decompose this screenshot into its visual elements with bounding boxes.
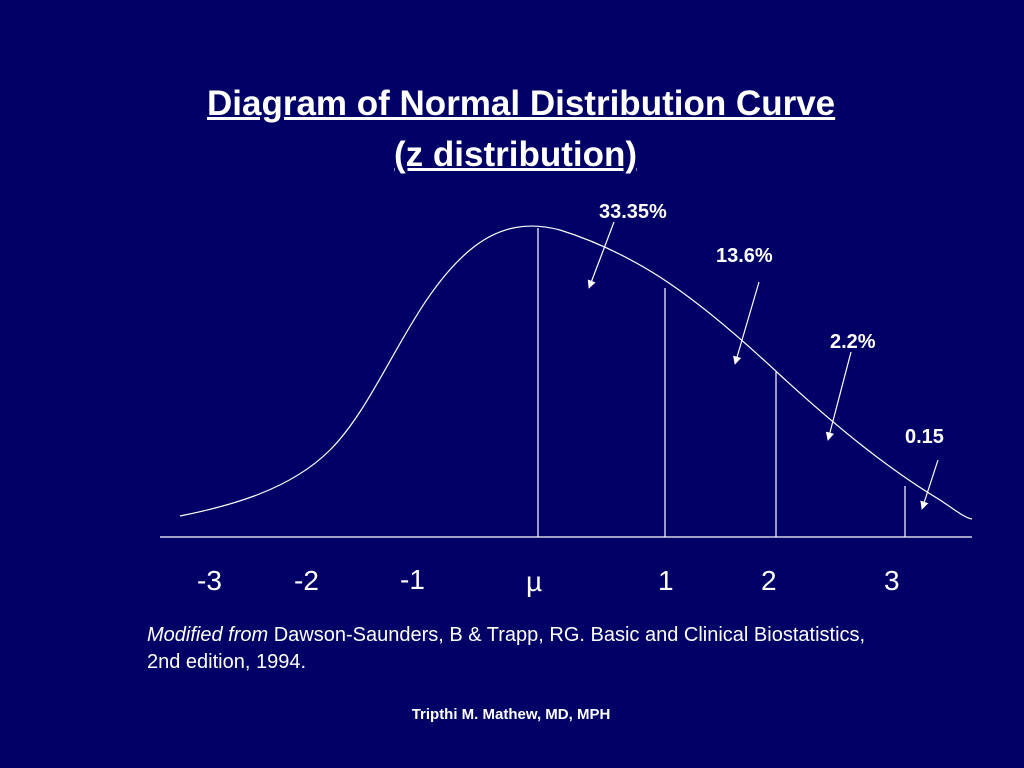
axis-label-neg2: -2 <box>294 565 319 596</box>
bell-curve <box>179 225 973 520</box>
arrow-2pct <box>825 351 852 441</box>
slide-title-line2: (z distribution) <box>394 135 638 174</box>
axis-label-neg3: -3 <box>197 565 222 596</box>
citation: Modified from Dawson-Saunders, B & Trapp… <box>147 622 867 676</box>
arrow-33pct <box>587 221 615 289</box>
axis-label-3: 3 <box>884 565 900 596</box>
citation-text: Dawson-Saunders, B & Trapp, RG. Basic an… <box>147 624 866 673</box>
axis-label-neg1: -1 <box>400 564 425 595</box>
axis-label-mu: µ <box>526 566 542 597</box>
slide-title-line1: Diagram of Normal Distribution Curve <box>207 84 836 123</box>
label-015: 0.15 <box>905 426 944 448</box>
label-33pct: 33.35% <box>599 201 667 223</box>
arrow-13pct <box>733 281 760 365</box>
footer-author: Tripthi M. Mathew, MD, MPH <box>0 706 1024 723</box>
footer-text: Tripthi M. Mathew, MD, MPH <box>411 706 611 723</box>
label-13pct: 13.6% <box>716 245 773 267</box>
axis-label-2: 2 <box>761 565 777 596</box>
citation-prefix: Modified from <box>147 624 269 646</box>
arrow-015 <box>920 459 939 510</box>
label-2pct: 2.2% <box>830 331 876 353</box>
axis-label-1: 1 <box>658 565 674 596</box>
